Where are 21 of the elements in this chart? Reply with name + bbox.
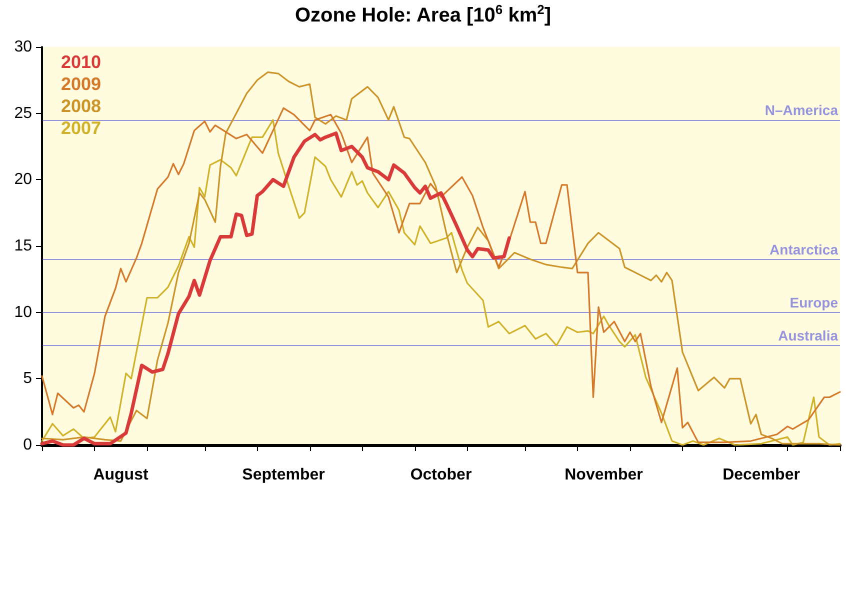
x-tick-label: November bbox=[564, 466, 643, 484]
x-tick-label: October bbox=[410, 466, 472, 484]
ref-line-label: Antarctica bbox=[770, 241, 838, 258]
y-tick-label: 25 bbox=[14, 104, 32, 122]
ref-line-label: Australia bbox=[778, 328, 838, 344]
y-tick-label: 15 bbox=[14, 238, 32, 254]
x-tick-label: August bbox=[93, 466, 149, 484]
y-tick-label: 30 bbox=[14, 38, 32, 56]
y-tick-label: 5 bbox=[23, 370, 32, 388]
chart-title: Ozone Hole: Area [10$^{6}$ km$^{2}$] bbox=[294, 2, 552, 28]
y-tick-label: 20 bbox=[14, 171, 32, 188]
y-tick-label: 0 bbox=[23, 436, 32, 454]
text: 2009 bbox=[61, 74, 102, 94]
ref-line-label: N–America bbox=[764, 102, 838, 118]
ref-line-label: Europe bbox=[790, 294, 838, 310]
x-tick-label: December bbox=[722, 466, 800, 484]
y-tick-label: 10 bbox=[14, 304, 32, 321]
text: 2007 bbox=[61, 118, 102, 138]
x-tick-label: September bbox=[242, 466, 325, 484]
text: 2010 bbox=[61, 52, 102, 72]
text: 2008 bbox=[61, 96, 102, 116]
